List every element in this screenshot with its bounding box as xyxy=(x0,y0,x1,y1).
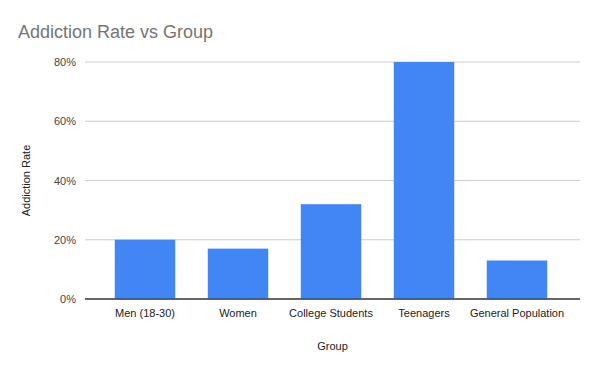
y-axis-label: Addiction Rate xyxy=(20,145,32,217)
bar xyxy=(208,249,268,299)
y-tick-label: 20% xyxy=(54,234,76,246)
chart-container: Addiction Rate vs Group 0% 20% 40% 60% 80% Men… xyxy=(0,0,600,371)
x-axis-label: Group xyxy=(317,340,348,352)
y-tick-label: 60% xyxy=(54,115,76,127)
y-tick-label: 80% xyxy=(54,56,76,68)
chart-title: Addiction Rate vs Group xyxy=(18,22,213,42)
grid-line xyxy=(85,62,580,63)
bar xyxy=(301,204,361,299)
bar xyxy=(115,240,175,299)
bars xyxy=(115,62,547,299)
y-tick-label: 0% xyxy=(60,293,76,305)
x-tick-label: Women xyxy=(219,307,257,319)
grid-line xyxy=(85,121,580,122)
grid-line xyxy=(85,180,580,181)
x-tick-label: General Population xyxy=(470,307,564,319)
baseline xyxy=(85,299,580,300)
bar xyxy=(394,62,454,299)
x-tick-label: Teenagers xyxy=(398,307,450,319)
y-tick-label: 40% xyxy=(54,175,76,187)
x-axis-line xyxy=(85,299,580,300)
x-tick-label: Men (18-30) xyxy=(115,307,175,319)
bar xyxy=(487,260,547,299)
chart-svg: Addiction Rate vs Group 0% 20% 40% 60% 80% Men… xyxy=(0,0,600,371)
x-tick-label: College Students xyxy=(289,307,373,319)
